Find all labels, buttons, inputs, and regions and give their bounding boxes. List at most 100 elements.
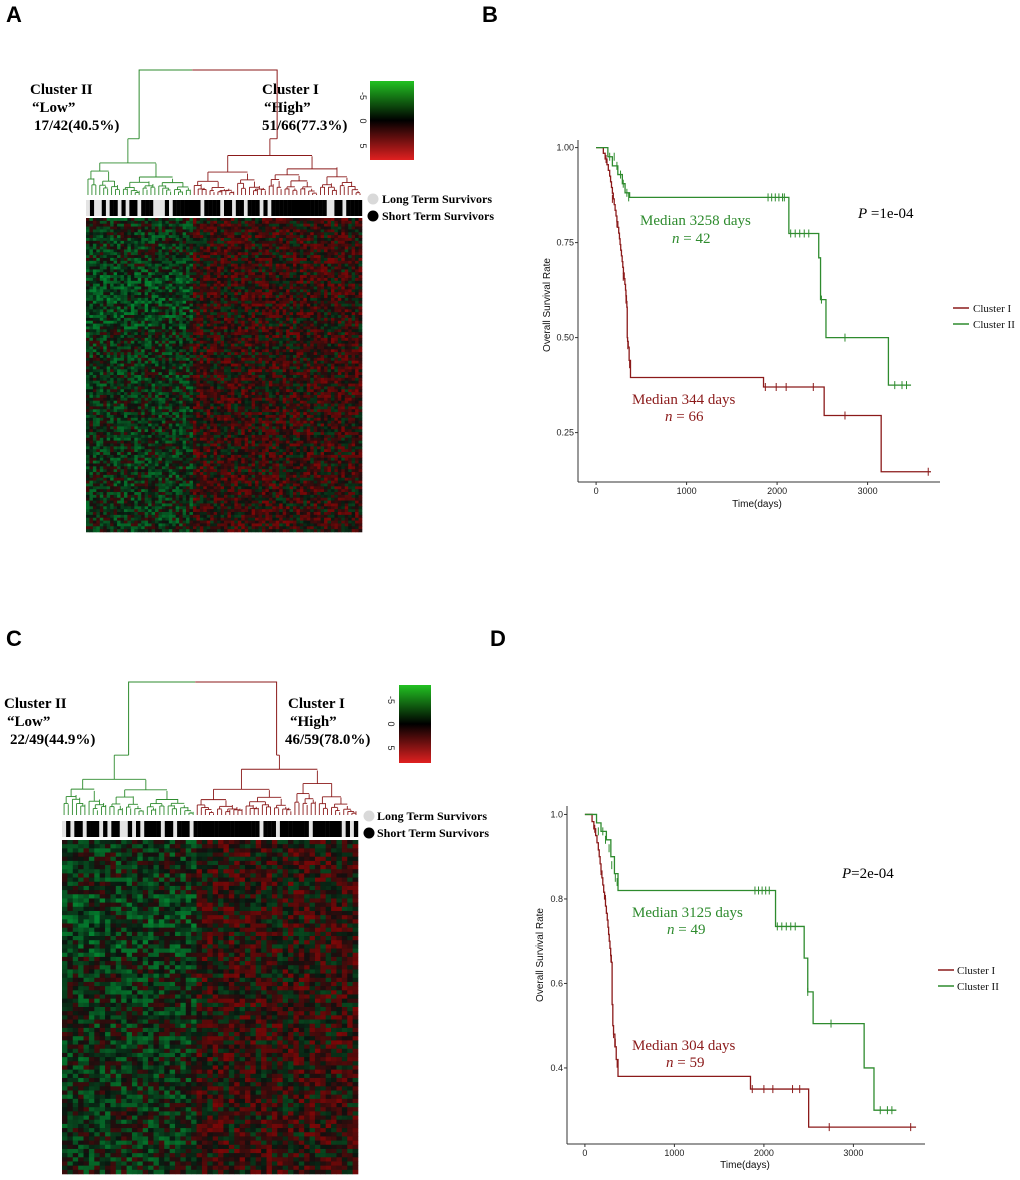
heatmap-cell <box>161 218 166 222</box>
heatmap-cell <box>92 220 97 224</box>
heatmap-cell <box>255 255 259 259</box>
heatmap-cell <box>275 252 280 256</box>
heatmap-cell <box>293 300 297 304</box>
heatmap-cell <box>89 366 94 370</box>
heatmap-cell <box>137 357 142 362</box>
heatmap-cell <box>286 303 290 307</box>
heatmap-cell <box>248 375 252 379</box>
heatmap-cell <box>103 235 107 239</box>
heatmap-cell <box>217 355 221 359</box>
heatmap-cell <box>230 306 235 310</box>
heatmap-cell <box>248 303 252 307</box>
heatmap-cell <box>348 337 352 342</box>
heatmap-cell <box>303 300 308 304</box>
heatmap-cell <box>261 263 266 267</box>
heatmap-cell <box>355 257 359 262</box>
heatmap-cell <box>192 260 197 264</box>
heatmap-cell <box>303 363 308 367</box>
heatmap-cell <box>89 335 94 339</box>
heatmap-cell <box>161 360 166 364</box>
heatmap-cell <box>317 380 321 384</box>
heatmap-cell <box>196 380 201 384</box>
heatmap-cell <box>306 337 311 342</box>
heatmap-cell <box>172 332 176 336</box>
heatmap-cell <box>337 280 342 284</box>
heatmap-cell <box>151 260 156 264</box>
heatmap-cell <box>330 237 335 242</box>
heatmap-cell <box>289 280 294 284</box>
heatmap-cell <box>186 243 190 247</box>
heatmap-cell <box>227 349 232 353</box>
heatmap-cell <box>348 223 352 227</box>
heatmap-cell <box>134 243 139 247</box>
heatmap-cell <box>192 272 197 276</box>
heatmap-cell <box>158 277 163 282</box>
heatmap-cell <box>303 226 308 230</box>
heatmap-cell <box>348 332 352 336</box>
heatmap-cell <box>310 352 314 356</box>
heatmap-cell <box>310 218 314 222</box>
heatmap-cell <box>337 257 342 262</box>
heatmap-cell <box>258 235 263 239</box>
heatmap-cell <box>296 249 301 253</box>
heatmap-cell <box>320 355 325 359</box>
heatmap-cell <box>330 275 335 279</box>
heatmap-cell <box>137 360 142 364</box>
heatmap-cell <box>182 326 187 330</box>
heatmap-cell <box>296 226 301 230</box>
heatmap-cell <box>130 303 135 307</box>
heatmap-cell <box>224 237 228 242</box>
heatmap-cell <box>196 317 201 322</box>
heatmap-cell <box>334 352 339 356</box>
heatmap-cell <box>330 315 335 319</box>
heatmap-cell <box>337 303 342 307</box>
heatmap-cell <box>182 357 187 362</box>
heatmap-cell <box>186 329 190 333</box>
heatmap-cell <box>261 357 266 362</box>
short-term-survivor-cell <box>255 200 260 216</box>
heatmap-cell <box>199 326 204 330</box>
heatmap-cell <box>117 380 121 384</box>
heatmap-cell <box>258 329 263 333</box>
heatmap-cell <box>117 275 121 279</box>
heatmap-cell <box>230 366 235 370</box>
heatmap-cell <box>241 229 245 233</box>
heatmap-cell <box>148 323 152 327</box>
heatmap-cell <box>299 375 304 379</box>
heatmap-cell <box>203 286 208 290</box>
heatmap-cell <box>241 275 245 279</box>
heatmap-cell <box>268 260 273 264</box>
heatmap-cell <box>210 255 214 259</box>
heatmap-cell <box>341 363 346 367</box>
heatmap-cell <box>324 300 328 304</box>
heatmap-cell <box>313 295 318 299</box>
heatmap-cell <box>227 295 232 299</box>
heatmap-cell <box>351 289 356 293</box>
heatmap-cell <box>113 237 118 242</box>
heatmap-cell <box>155 243 159 247</box>
heatmap-cell <box>248 372 252 376</box>
heatmap-cell <box>289 349 294 353</box>
heatmap-cell <box>355 355 359 359</box>
heatmap-cell <box>310 309 314 313</box>
heatmap-cell <box>337 375 342 379</box>
heatmap-cell <box>341 377 346 381</box>
heatmap-cell <box>206 272 211 276</box>
heatmap-cell <box>275 226 280 230</box>
heatmap-cell <box>320 272 325 276</box>
heatmap-cell <box>279 375 283 379</box>
heatmap-cell <box>127 260 132 264</box>
heatmap-cell <box>120 312 125 316</box>
heatmap-cell <box>299 226 304 230</box>
short-term-survivor-cell <box>302 200 307 216</box>
heatmap-cell <box>206 249 211 253</box>
heatmap-cell <box>134 266 139 270</box>
heatmap-cell <box>248 269 252 273</box>
heatmap-cell <box>199 337 204 342</box>
heatmap-cell <box>123 372 128 376</box>
heatmap-cell <box>241 349 245 353</box>
heatmap-cell <box>196 320 201 324</box>
heatmap-cell <box>355 337 359 342</box>
heatmap-cell <box>141 309 145 313</box>
heatmap-cell <box>127 317 132 322</box>
